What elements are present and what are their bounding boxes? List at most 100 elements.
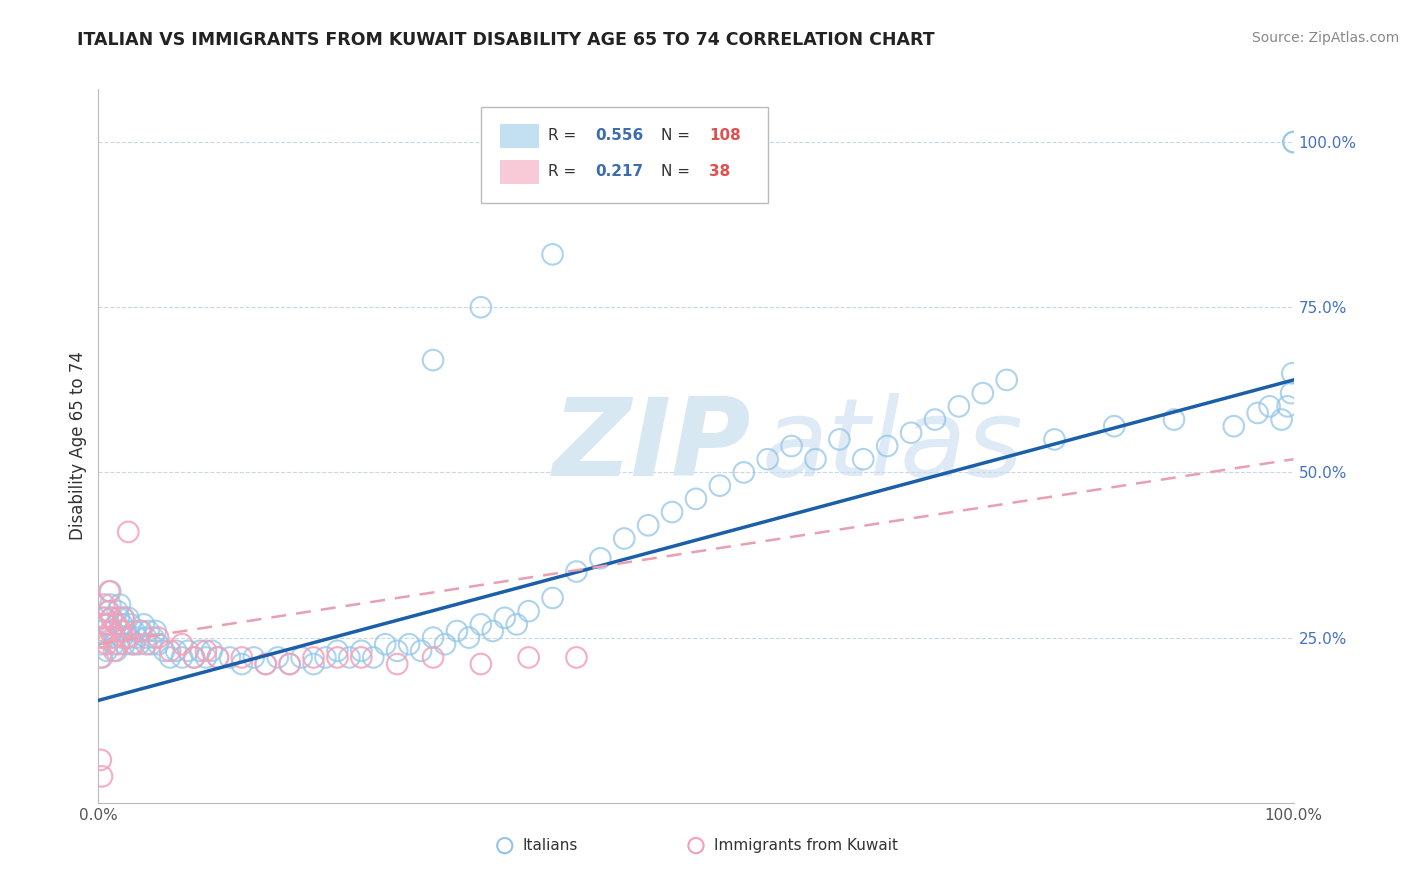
Point	[506, 617, 529, 632]
Point	[108, 598, 131, 612]
Point	[458, 631, 481, 645]
Point	[828, 433, 851, 447]
Point	[112, 611, 135, 625]
Point	[613, 532, 636, 546]
Point	[94, 631, 117, 645]
Point	[315, 650, 337, 665]
Text: Immigrants from Kuwait: Immigrants from Kuwait	[714, 838, 898, 853]
Point	[115, 631, 138, 645]
Point	[339, 650, 361, 665]
Point	[103, 637, 125, 651]
Point	[852, 452, 875, 467]
Point	[188, 644, 211, 658]
Point	[172, 650, 194, 665]
Point	[948, 400, 970, 414]
Point	[124, 637, 146, 651]
Text: 0.556: 0.556	[596, 128, 644, 143]
Point	[124, 624, 146, 638]
Point	[254, 657, 277, 671]
Point	[637, 518, 659, 533]
Text: 0.217: 0.217	[596, 164, 644, 178]
Point	[121, 637, 143, 651]
Point	[1271, 412, 1294, 426]
Point	[91, 624, 114, 638]
Point	[972, 386, 994, 401]
Text: 108: 108	[709, 128, 741, 143]
Point	[494, 835, 516, 849]
Point	[96, 637, 118, 651]
Point	[207, 650, 229, 665]
Point	[201, 644, 224, 658]
Point	[91, 769, 114, 783]
Point	[661, 505, 683, 519]
Point	[100, 611, 122, 625]
Point	[135, 631, 157, 645]
Point	[363, 650, 385, 665]
Point	[1223, 419, 1246, 434]
Point	[565, 650, 588, 665]
Point	[541, 247, 564, 261]
Point	[470, 657, 492, 671]
Point	[128, 637, 150, 651]
Point	[97, 617, 120, 632]
Point	[135, 637, 157, 651]
Point	[112, 611, 135, 625]
Text: ITALIAN VS IMMIGRANTS FROM KUWAIT DISABILITY AGE 65 TO 74 CORRELATION CHART: ITALIAN VS IMMIGRANTS FROM KUWAIT DISABI…	[77, 31, 935, 49]
Point	[114, 637, 136, 651]
Point	[139, 637, 162, 651]
Text: Source: ZipAtlas.com: Source: ZipAtlas.com	[1251, 31, 1399, 45]
Point	[267, 650, 290, 665]
Point	[172, 637, 194, 651]
Text: N =: N =	[661, 128, 695, 143]
Point	[385, 644, 409, 658]
Point	[900, 425, 922, 440]
Point	[165, 644, 187, 658]
Point	[302, 650, 325, 665]
Point	[278, 657, 301, 671]
Point	[685, 835, 707, 849]
Point	[1104, 419, 1126, 434]
Point	[1282, 135, 1305, 149]
Point	[159, 650, 181, 665]
Point	[107, 611, 129, 625]
Point	[470, 300, 492, 314]
Point	[411, 644, 433, 658]
Point	[90, 650, 112, 665]
Point	[350, 650, 373, 665]
Point	[446, 624, 468, 638]
Point	[93, 598, 115, 612]
Point	[93, 611, 115, 625]
FancyBboxPatch shape	[481, 107, 768, 203]
Point	[434, 637, 457, 651]
Point	[90, 637, 112, 651]
Point	[96, 644, 118, 658]
Point	[195, 644, 218, 658]
Point	[398, 637, 420, 651]
Point	[183, 650, 205, 665]
Point	[142, 631, 165, 645]
Point	[129, 624, 152, 638]
Point	[125, 631, 148, 645]
Point	[350, 644, 373, 658]
Point	[541, 591, 564, 605]
Point	[1279, 386, 1302, 401]
Point	[422, 631, 444, 645]
Point	[132, 617, 155, 632]
Point	[254, 657, 277, 671]
Point	[183, 650, 205, 665]
Text: Italians: Italians	[523, 838, 578, 853]
Point	[98, 624, 122, 638]
Point	[481, 624, 505, 638]
Point	[231, 657, 253, 671]
Point	[995, 373, 1018, 387]
Point	[1247, 406, 1270, 420]
Point	[876, 439, 898, 453]
Point	[138, 624, 160, 638]
Point	[111, 631, 134, 645]
Point	[98, 584, 121, 599]
Point	[780, 439, 803, 453]
Point	[1281, 367, 1303, 381]
Point	[177, 644, 200, 658]
Point	[159, 644, 181, 658]
Point	[195, 650, 218, 665]
